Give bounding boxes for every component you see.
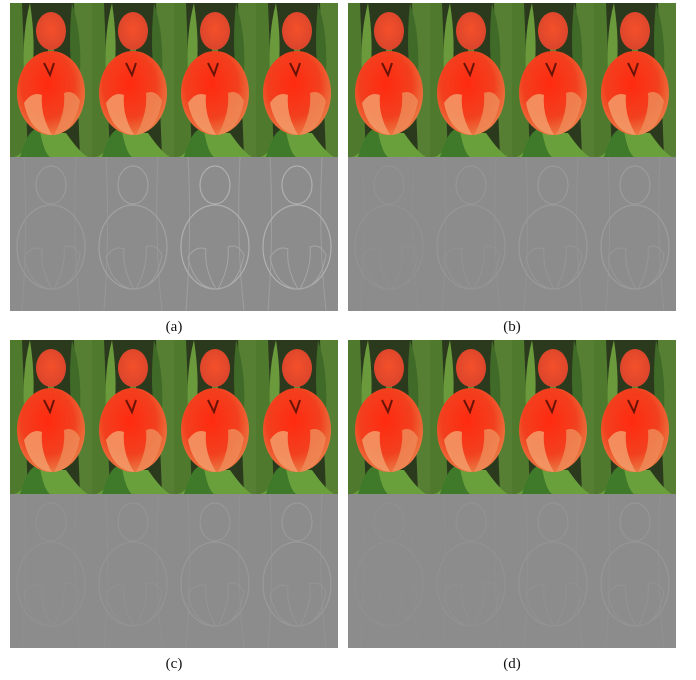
tulip-image [92,3,174,157]
residual-image [256,494,338,648]
residual-image [10,157,92,311]
residual-image [174,494,256,648]
residual-image [10,494,92,648]
panel-label: (a) [166,319,183,335]
panel: (a) [10,3,338,335]
panel: (b) [348,3,676,335]
residual-image [92,494,174,648]
tulip-image [174,3,256,157]
tulip-image [594,340,676,494]
panel: (c) [10,340,338,672]
tulip-image [512,3,594,157]
panel: (d) [348,340,676,672]
tulip-image [430,3,512,157]
tulip-image [594,3,676,157]
figure: (a) (b) (c) (d) [0,0,696,675]
tulip-image [174,340,256,494]
tulip-image [10,3,92,157]
residual-image [256,157,338,311]
residual-image [348,494,430,648]
tulip-image [512,340,594,494]
tulip-image [348,340,430,494]
residual-image [594,494,676,648]
residual-image [430,494,512,648]
panel-label: (d) [503,656,521,672]
tulip-image [256,3,338,157]
tulip-image [10,340,92,494]
tulip-image [256,340,338,494]
residual-image [594,157,676,311]
residual-image [92,157,174,311]
panel-label: (b) [503,319,521,335]
residual-image [348,157,430,311]
residual-image [512,494,594,648]
panel-label: (c) [166,656,183,672]
tulip-image [430,340,512,494]
tulip-image [348,3,430,157]
residual-image [512,157,594,311]
tulip-image [92,340,174,494]
residual-image [174,157,256,311]
residual-image [430,157,512,311]
